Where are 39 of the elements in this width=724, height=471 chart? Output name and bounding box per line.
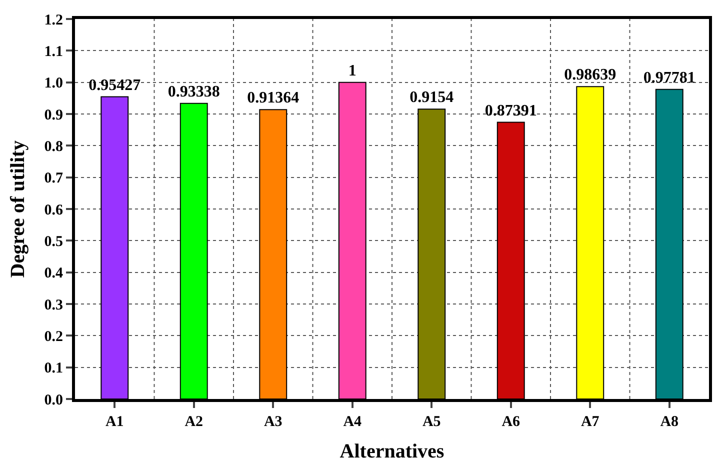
y-tick-label: 0.8 [44, 138, 63, 155]
y-tick-label: 0.4 [44, 266, 64, 282]
x-tick-label: A8 [660, 414, 679, 430]
data-label: 1 [348, 62, 356, 80]
bar [576, 86, 604, 399]
data-label: 0.93338 [168, 83, 220, 100]
data-label: 0.97781 [643, 69, 696, 86]
bar [100, 96, 129, 399]
y-tick-label: 1.2 [44, 12, 63, 28]
y-tick-label: 0.7 [44, 170, 64, 187]
x-tick-label: A3 [264, 414, 282, 430]
x-axis-title: Alternatives [340, 440, 444, 462]
bar [338, 82, 366, 399]
y-tick-label: 1.0 [44, 76, 63, 92]
bar [496, 122, 525, 399]
y-tick-label: 0.5 [44, 234, 63, 250]
y-tick-label: 0.2 [44, 328, 63, 345]
data-label: 0.9154 [410, 89, 454, 106]
bar [418, 108, 446, 399]
x-tick-label: A7 [580, 414, 600, 430]
y-tick-label: 1.1 [44, 44, 63, 60]
x-tick-label: A5 [422, 414, 441, 430]
data-label: 0.95427 [88, 76, 141, 94]
x-tick-label: A1 [105, 414, 124, 430]
data-label: 0.98639 [564, 66, 616, 84]
y-tick-label: 0.6 [44, 202, 64, 218]
bar [259, 109, 288, 399]
y-tick-label: 0.9 [44, 107, 63, 124]
x-tick-label: A2 [184, 414, 204, 430]
y-tick-label: 0.0 [44, 392, 63, 408]
bar [180, 102, 208, 399]
x-tick-label: A4 [343, 414, 362, 430]
y-tick-label: 0.1 [44, 360, 63, 377]
y-axis-title: Degree of utility [6, 140, 29, 278]
data-label: 0.91364 [247, 90, 300, 107]
bar [655, 88, 684, 399]
y-tick-label: 0.3 [44, 297, 63, 314]
x-tick-label: A6 [502, 414, 521, 430]
data-label: 0.87391 [484, 102, 537, 120]
